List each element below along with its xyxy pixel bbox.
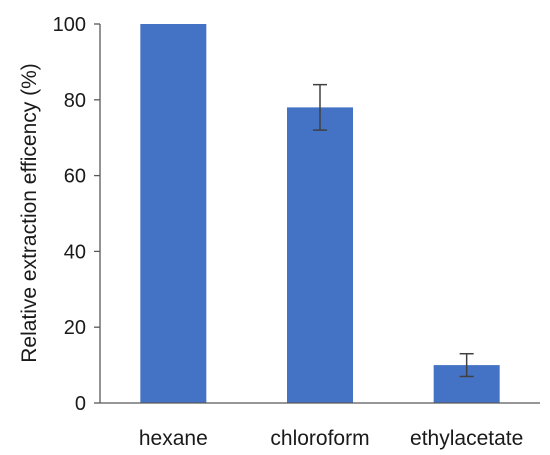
y-tick-label: 0: [75, 393, 86, 415]
x-axis-labels: hexane chloroform ethylacetate: [139, 427, 523, 450]
y-tick-label: 100: [53, 14, 86, 36]
bar-chloroform: [287, 107, 353, 403]
y-axis-title: Relative extraction efficency (%): [18, 63, 41, 363]
y-tick-label: 20: [64, 317, 86, 339]
bar-hexane: [140, 24, 207, 403]
y-tick-label: 60: [64, 166, 86, 188]
error-bars: [313, 83, 474, 378]
x-category-label: hexane: [139, 427, 208, 450]
x-category-label: ethylacetate: [410, 427, 523, 450]
axes: [99, 24, 540, 404]
y-tick-label: 40: [64, 241, 86, 263]
y-tick-label: 80: [64, 90, 86, 112]
y-axis-ticks: 0 20 40 60 80 100: [53, 14, 100, 415]
bar-series: [140, 24, 500, 403]
x-category-label: chloroform: [270, 427, 369, 450]
